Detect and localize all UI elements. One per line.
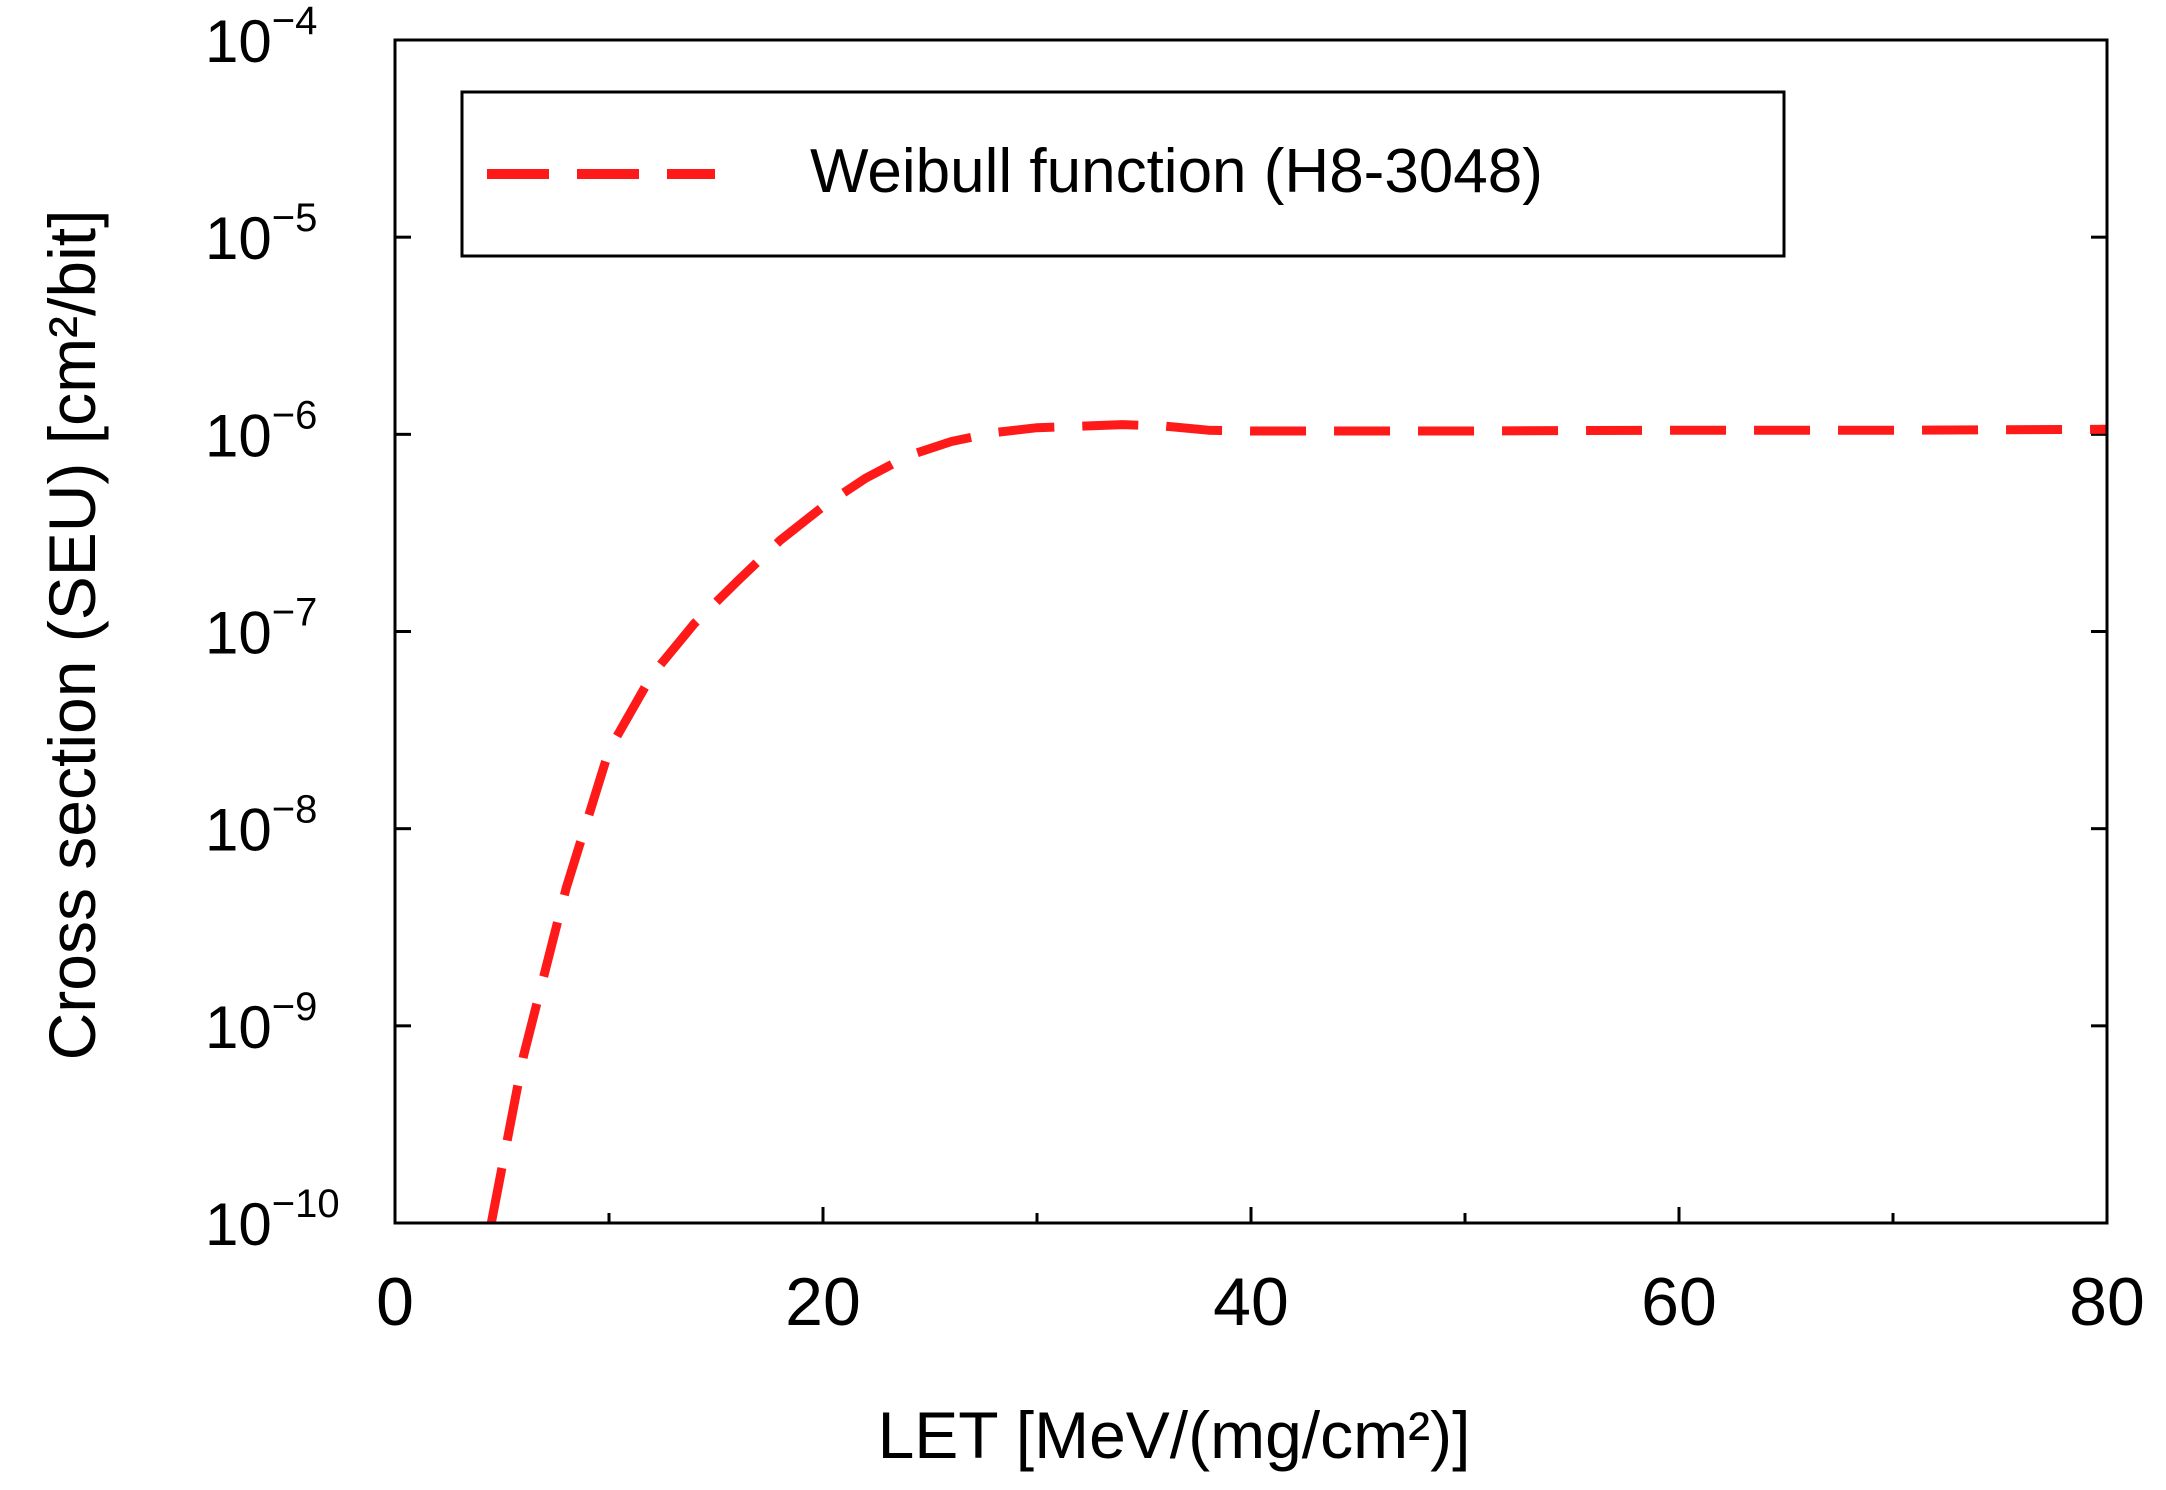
y-axis-title: Cross section (SEU) [cm²/bit] — [35, 210, 109, 1061]
legend: Weibull function (H8-3048) — [460, 90, 1786, 258]
x-tick-label: 0 — [376, 1264, 414, 1340]
x-axis-ticks: 0 20 40 60 80 — [376, 1207, 2145, 1340]
y-tick-label: 10−7 — [205, 591, 317, 667]
x-tick-label: 40 — [1213, 1264, 1289, 1340]
series-line — [486, 420, 2108, 1224]
plot-frame — [393, 38, 2109, 1225]
y-tick-label: 10−6 — [205, 393, 317, 469]
x-tick-label: 60 — [1641, 1264, 1717, 1340]
x-axis-title: LET [MeV/(mg/cm²)] — [878, 1398, 1471, 1472]
y-tick-label: 10−10 — [205, 1182, 340, 1258]
legend-label: Weibull function (H8-3048) — [810, 137, 1543, 206]
y-tick-label: 10−4 — [205, 0, 317, 75]
y-tick-label: 10−5 — [205, 196, 317, 272]
series-group — [486, 420, 2108, 1224]
x-tick-label: 20 — [785, 1264, 861, 1340]
y-axis-ticks: 10−10 10−9 10−8 10−7 10−6 10−5 10−4 — [205, 0, 2107, 1258]
x-tick-label: 80 — [2069, 1264, 2145, 1340]
y-tick-label: 10−9 — [205, 985, 317, 1061]
y-tick-label: 10−8 — [205, 788, 317, 864]
